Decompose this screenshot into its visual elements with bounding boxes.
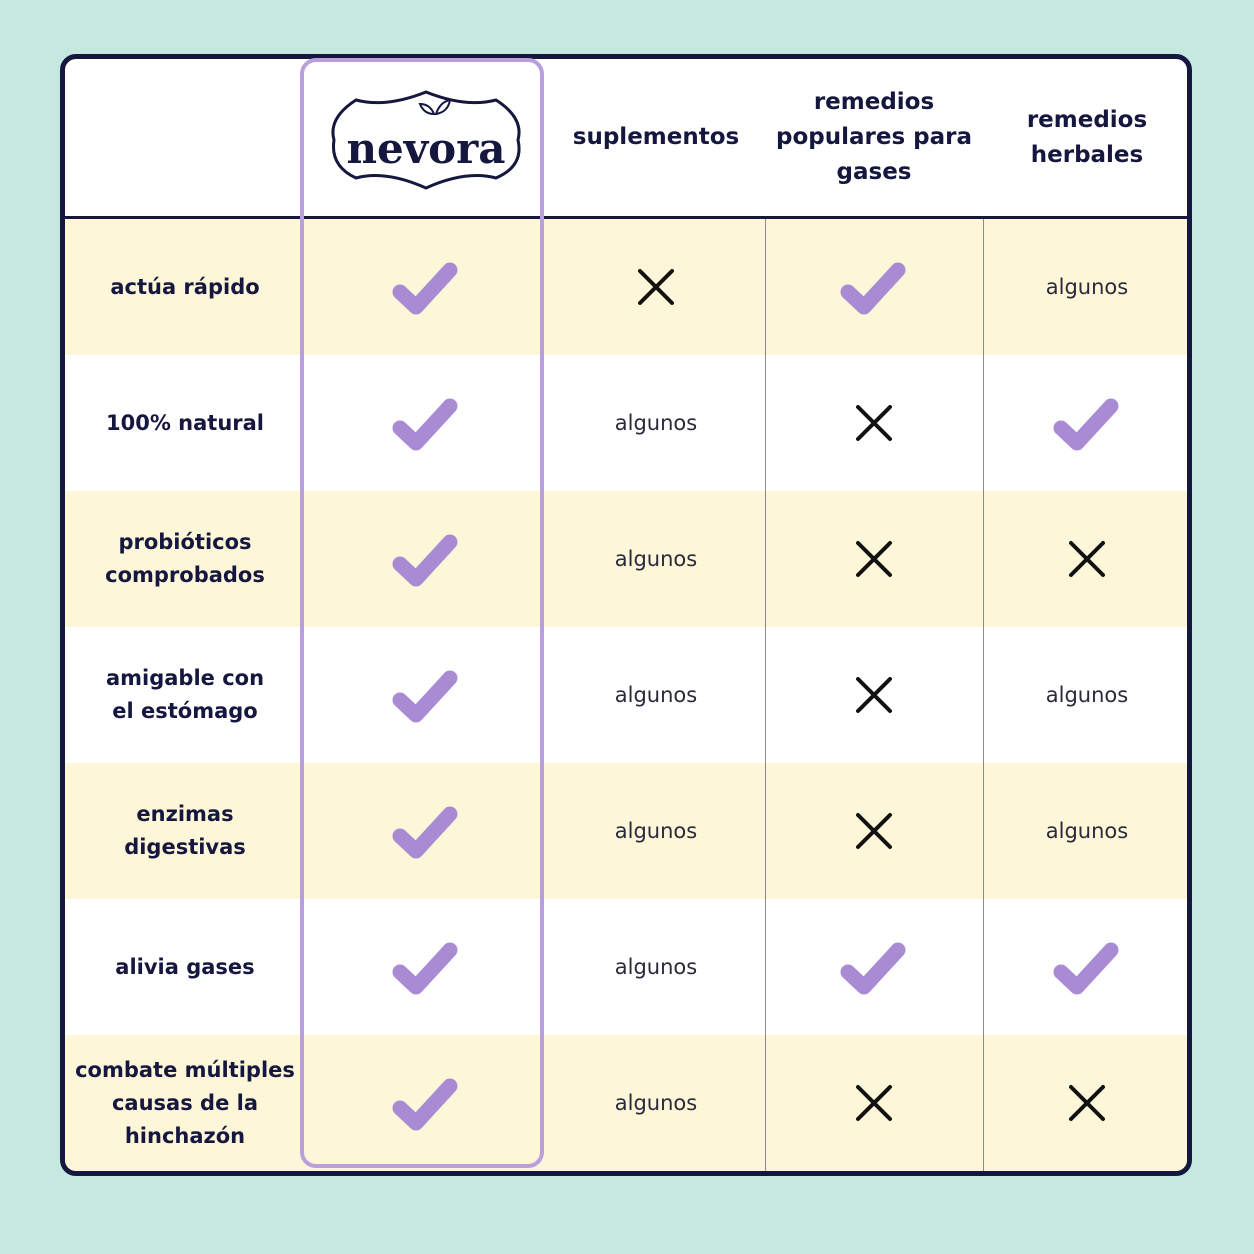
row-band — [65, 1035, 1187, 1171]
table-cell — [765, 219, 983, 355]
brand-name: nevora — [346, 124, 505, 173]
table-cell: algunos — [547, 355, 765, 491]
cross-icon — [856, 677, 892, 713]
column-header: suplementos — [547, 59, 765, 216]
table-cell: algunos — [547, 627, 765, 763]
cross-icon — [856, 541, 892, 577]
logo: nevora — [331, 89, 521, 190]
column-header: remedios populares para gases — [765, 59, 983, 216]
table-cell — [765, 627, 983, 763]
table-cell — [983, 491, 1187, 627]
cell-text: algunos — [1045, 819, 1129, 843]
table-cell — [305, 1035, 547, 1171]
cell-text: algunos — [1045, 683, 1129, 707]
table-cell: algunos — [547, 763, 765, 899]
cell-text: algunos — [614, 1091, 698, 1115]
text-line: causas de la — [111, 1090, 258, 1115]
text-line: herbales — [1030, 141, 1144, 168]
table-cell: algunos — [547, 1035, 765, 1171]
text-line: combate múltiples — [75, 1057, 295, 1082]
row-label: amigable con el estómago — [65, 627, 305, 763]
table-cell — [305, 491, 547, 627]
cell-text: algunos — [614, 955, 698, 979]
text-line: suplementos — [572, 124, 740, 150]
cross-icon — [1069, 541, 1105, 577]
cell-text: algunos — [614, 819, 698, 843]
column-divider — [983, 219, 984, 1171]
table-cell: algunos — [547, 899, 765, 1035]
text-line: gases — [836, 159, 912, 185]
table-cell — [305, 627, 547, 763]
check-icon — [392, 670, 458, 723]
table-cell: algunos — [983, 627, 1187, 763]
table-cell: algunos — [547, 491, 765, 627]
text-line: hinchazón — [124, 1123, 246, 1148]
text-line: remedios — [1026, 106, 1148, 133]
check-icon — [840, 942, 906, 995]
table-cell — [983, 899, 1187, 1035]
text-line: 100% natural — [105, 410, 265, 435]
table-cell: algunos — [983, 219, 1187, 355]
table-cell — [765, 491, 983, 627]
check-icon — [840, 262, 906, 315]
check-icon — [392, 1078, 458, 1131]
cross-icon — [856, 405, 892, 441]
table-cell — [305, 763, 547, 899]
cross-icon — [638, 269, 674, 305]
table-cell — [305, 355, 547, 491]
text-line: amigable con — [105, 666, 265, 690]
table-cell — [547, 219, 765, 355]
check-icon — [1053, 942, 1119, 995]
text-line: digestivas — [124, 835, 246, 859]
row-label: enzimas digestivas — [65, 763, 305, 899]
text-line: el estómago — [112, 699, 258, 723]
row-label: 100% natural — [65, 355, 305, 491]
check-icon — [392, 262, 458, 315]
table-cell — [305, 219, 547, 355]
cell-text: algunos — [614, 683, 698, 707]
table-cell — [305, 899, 547, 1035]
cell-text: algunos — [614, 411, 698, 435]
row-label: actúa rápido — [65, 219, 305, 355]
table-cell — [983, 1035, 1187, 1171]
logo-badge — [331, 89, 521, 190]
check-icon — [392, 534, 458, 587]
text-line: probióticos — [118, 530, 252, 554]
text-line: alivia gases — [115, 954, 255, 979]
table-cell — [765, 355, 983, 491]
row-band — [65, 219, 1187, 355]
logo-leaf — [418, 98, 452, 115]
table-cell — [983, 355, 1187, 491]
check-icon — [392, 398, 458, 451]
text-line: enzimas — [136, 802, 234, 826]
comparison-table: nevora suplementos remedios populares para… — [60, 54, 1192, 1176]
text-line: remedios — [813, 89, 935, 115]
check-icon — [392, 942, 458, 995]
row-label: probióticos comprobados — [65, 491, 305, 627]
text-line: populares para — [776, 124, 972, 150]
table-cell — [765, 899, 983, 1035]
cell-text: algunos — [614, 547, 698, 571]
row-band — [65, 491, 1187, 627]
header-rule — [65, 216, 1187, 219]
check-icon — [1053, 398, 1119, 451]
cell-text: algunos — [1045, 275, 1129, 299]
text-line: actúa rápido — [110, 274, 260, 299]
table-cell — [765, 763, 983, 899]
text-line: comprobados — [105, 563, 265, 587]
cross-icon — [1069, 1085, 1105, 1121]
table-cell: algunos — [983, 763, 1187, 899]
check-icon — [392, 806, 458, 859]
table-cell — [765, 1035, 983, 1171]
row-label: alivia gases — [65, 899, 305, 1035]
column-divider — [765, 219, 766, 1171]
row-label: combate múltiples causas de la hinchazón — [65, 1035, 305, 1171]
cross-icon — [856, 1085, 892, 1121]
row-band — [65, 763, 1187, 899]
column-header: remedios herbales — [983, 59, 1187, 216]
brand-logo: nevora — [305, 59, 547, 216]
cross-icon — [856, 813, 892, 849]
